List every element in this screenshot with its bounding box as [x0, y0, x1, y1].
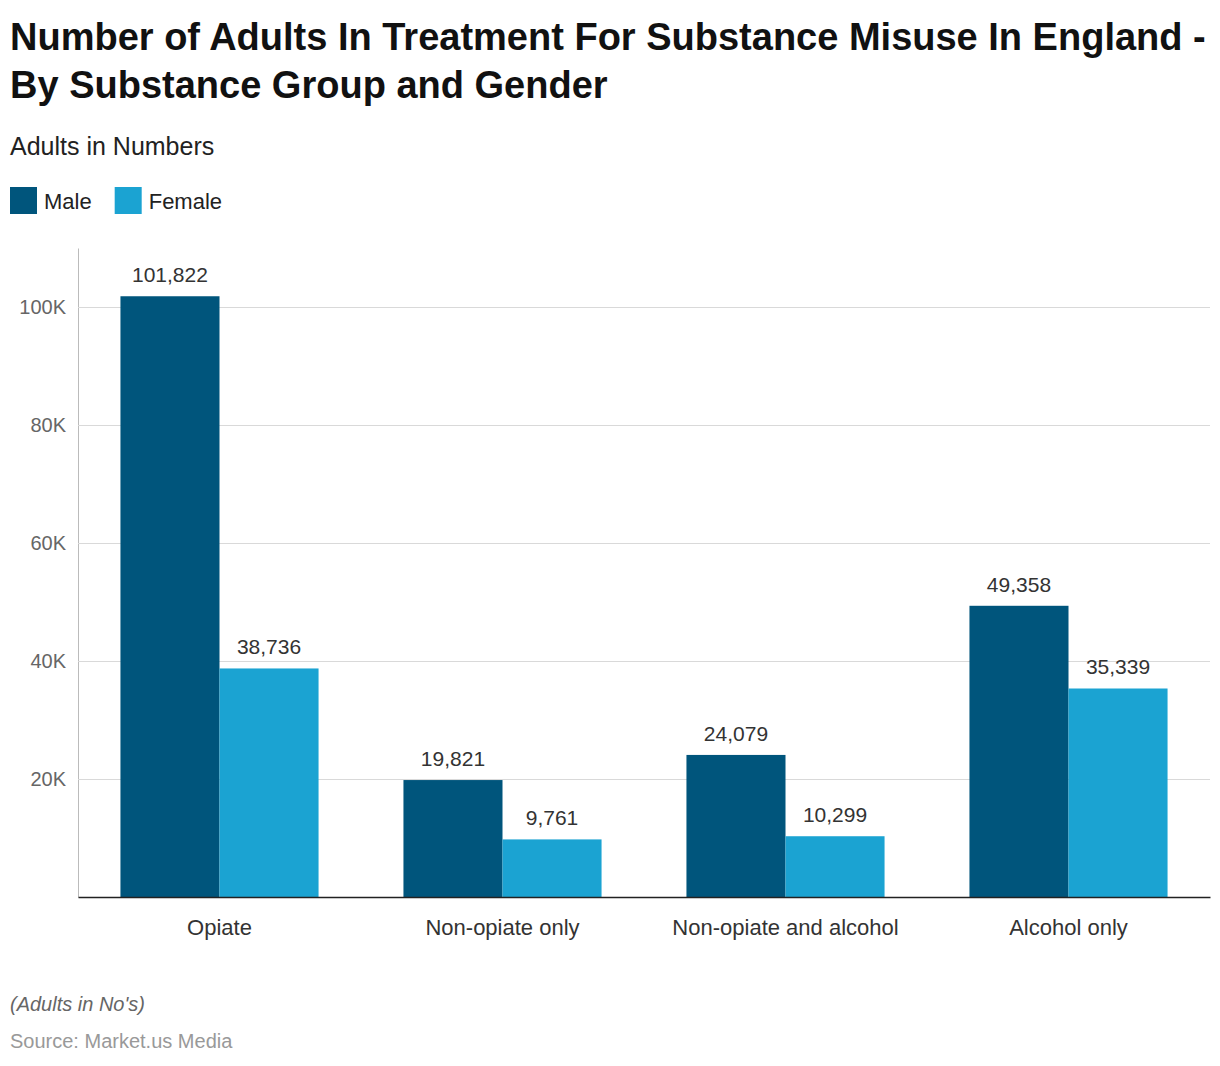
bars — [120, 296, 1167, 897]
y-tick-label: 20K — [30, 768, 66, 790]
data-labels: 101,822 19,821 24,079 49,358 38,736 9,761 10,2… — [132, 263, 1150, 829]
grid-line — [78, 425, 1210, 426]
bar — [686, 755, 785, 897]
data-label: 38,736 — [237, 635, 301, 658]
x-tick-label: Non-opiate and alcohol — [672, 915, 898, 940]
footnote: (Adults in No's) — [10, 993, 145, 1015]
data-label: 35,339 — [1086, 655, 1150, 678]
y-tick-label: 60K — [30, 532, 66, 554]
x-tick: Opiate — [187, 915, 252, 940]
x-tick: Non-opiate and alcohol — [672, 915, 898, 940]
y-tick-label: 100K — [19, 296, 66, 318]
x-tick: Non-opiate only — [425, 915, 579, 940]
y-axis: 20K 40K 60K 80K 100K — [19, 249, 1210, 898]
bar — [1069, 688, 1168, 897]
legend-item: Female — [115, 187, 222, 214]
x-tick: Alcohol only — [1009, 915, 1128, 940]
bar — [403, 780, 502, 897]
bar — [220, 668, 319, 897]
y-tick-label: 40K — [30, 650, 66, 672]
bar-series — [120, 296, 1068, 897]
source: Source: Market.us Media — [10, 1030, 233, 1052]
legend-item: Male — [10, 187, 92, 214]
x-tick-label: Opiate — [187, 915, 252, 940]
y-axis-line — [78, 249, 79, 898]
x-axis: Opiate Non-opiate only Non-opiate and alco… — [79, 898, 1211, 940]
bar — [786, 836, 885, 897]
bar-series — [220, 668, 1168, 897]
data-label: 10,299 — [803, 803, 867, 826]
data-label: 19,821 — [421, 747, 485, 770]
title: Number of Adults In Treatment For Substa… — [10, 16, 1206, 106]
data-label: 9,761 — [526, 806, 579, 829]
chart: Number of Adults In Treatment For Substa… — [0, 0, 1220, 1066]
legend-label: Male — [44, 189, 92, 214]
y-tick-label: 80K — [30, 414, 66, 436]
grid-line — [78, 307, 1210, 308]
legend: Male Female — [10, 187, 222, 214]
legend-label: Female — [149, 189, 222, 214]
data-label: 49,358 — [987, 573, 1051, 596]
data-label: 24,079 — [704, 722, 768, 745]
bar — [120, 296, 219, 897]
grid-line — [78, 543, 1210, 544]
subtitle: Adults in Numbers — [10, 132, 214, 160]
legend-swatch — [10, 187, 37, 214]
data-label: 101,822 — [132, 263, 208, 286]
x-axis-line — [79, 897, 1211, 899]
legend-swatch — [115, 187, 142, 214]
x-tick-label: Non-opiate only — [425, 915, 579, 940]
bar — [969, 606, 1068, 897]
bar — [503, 839, 602, 897]
x-tick-label: Alcohol only — [1009, 915, 1128, 940]
